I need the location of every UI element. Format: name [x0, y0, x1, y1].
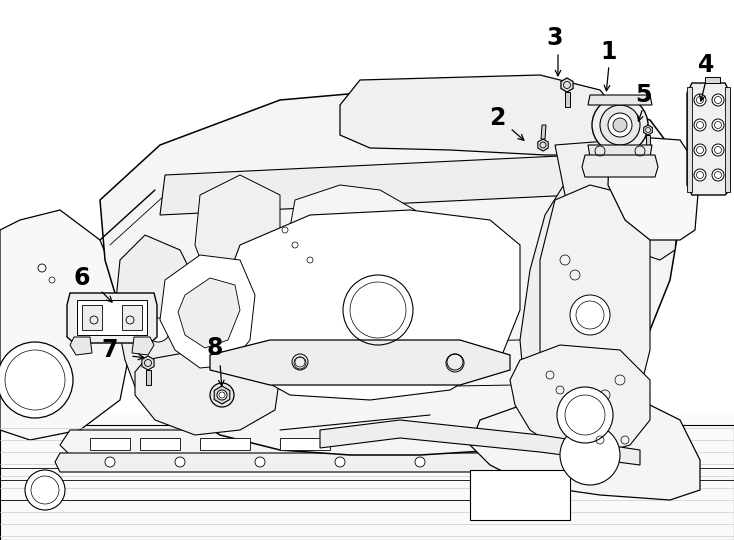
Polygon shape	[225, 210, 520, 400]
Text: 1: 1	[601, 40, 617, 64]
Text: 3: 3	[547, 26, 563, 50]
Circle shape	[694, 94, 706, 106]
Polygon shape	[687, 83, 730, 195]
Polygon shape	[541, 125, 546, 139]
Polygon shape	[200, 438, 250, 450]
Polygon shape	[564, 92, 570, 107]
Polygon shape	[0, 210, 130, 440]
Polygon shape	[644, 125, 653, 135]
Polygon shape	[160, 155, 590, 215]
Polygon shape	[687, 87, 692, 192]
Text: 7: 7	[102, 338, 118, 362]
Polygon shape	[145, 370, 150, 385]
Polygon shape	[538, 139, 548, 151]
Polygon shape	[178, 278, 240, 348]
Circle shape	[600, 105, 640, 145]
Text: 2: 2	[489, 106, 505, 130]
Polygon shape	[520, 175, 645, 430]
Circle shape	[175, 457, 185, 467]
Circle shape	[694, 119, 706, 131]
Polygon shape	[82, 305, 102, 330]
Polygon shape	[90, 438, 130, 450]
Polygon shape	[142, 356, 154, 370]
Polygon shape	[646, 135, 650, 148]
Polygon shape	[555, 140, 680, 260]
Circle shape	[105, 457, 115, 467]
Polygon shape	[725, 87, 730, 192]
Polygon shape	[210, 340, 510, 385]
Polygon shape	[540, 185, 650, 415]
Circle shape	[570, 295, 610, 335]
Polygon shape	[470, 395, 700, 500]
Circle shape	[210, 383, 234, 407]
Polygon shape	[340, 75, 620, 155]
Circle shape	[560, 425, 620, 485]
Polygon shape	[588, 145, 652, 157]
Circle shape	[613, 118, 627, 132]
Polygon shape	[55, 453, 625, 472]
Circle shape	[712, 144, 724, 156]
Polygon shape	[115, 235, 210, 420]
Polygon shape	[132, 337, 154, 355]
Polygon shape	[510, 345, 650, 455]
Circle shape	[694, 169, 706, 181]
Circle shape	[712, 169, 724, 181]
Polygon shape	[135, 350, 280, 435]
Circle shape	[712, 119, 724, 131]
Polygon shape	[67, 293, 157, 343]
Polygon shape	[470, 470, 570, 520]
Polygon shape	[320, 420, 640, 465]
Polygon shape	[60, 430, 620, 455]
Circle shape	[146, 318, 170, 342]
Polygon shape	[0, 415, 734, 540]
Polygon shape	[140, 438, 180, 450]
Polygon shape	[280, 438, 330, 450]
Circle shape	[25, 470, 65, 510]
Circle shape	[592, 97, 648, 153]
Polygon shape	[122, 305, 142, 330]
Polygon shape	[705, 77, 720, 83]
Polygon shape	[77, 300, 147, 335]
Polygon shape	[214, 386, 230, 404]
Polygon shape	[608, 135, 700, 240]
Polygon shape	[70, 337, 92, 355]
Circle shape	[335, 457, 345, 467]
Text: 8: 8	[207, 336, 223, 360]
Circle shape	[694, 144, 706, 156]
Polygon shape	[561, 78, 573, 92]
Circle shape	[217, 390, 227, 400]
Polygon shape	[100, 85, 680, 455]
Text: 6: 6	[73, 266, 90, 290]
Circle shape	[255, 457, 265, 467]
Text: 4: 4	[698, 53, 714, 77]
Circle shape	[557, 387, 613, 443]
Circle shape	[415, 457, 425, 467]
Text: 5: 5	[635, 83, 651, 107]
Polygon shape	[588, 95, 652, 105]
Polygon shape	[160, 255, 255, 368]
Circle shape	[0, 342, 73, 418]
Polygon shape	[285, 185, 430, 350]
Polygon shape	[582, 155, 658, 177]
Circle shape	[712, 94, 724, 106]
Polygon shape	[195, 175, 280, 300]
Circle shape	[608, 113, 632, 137]
